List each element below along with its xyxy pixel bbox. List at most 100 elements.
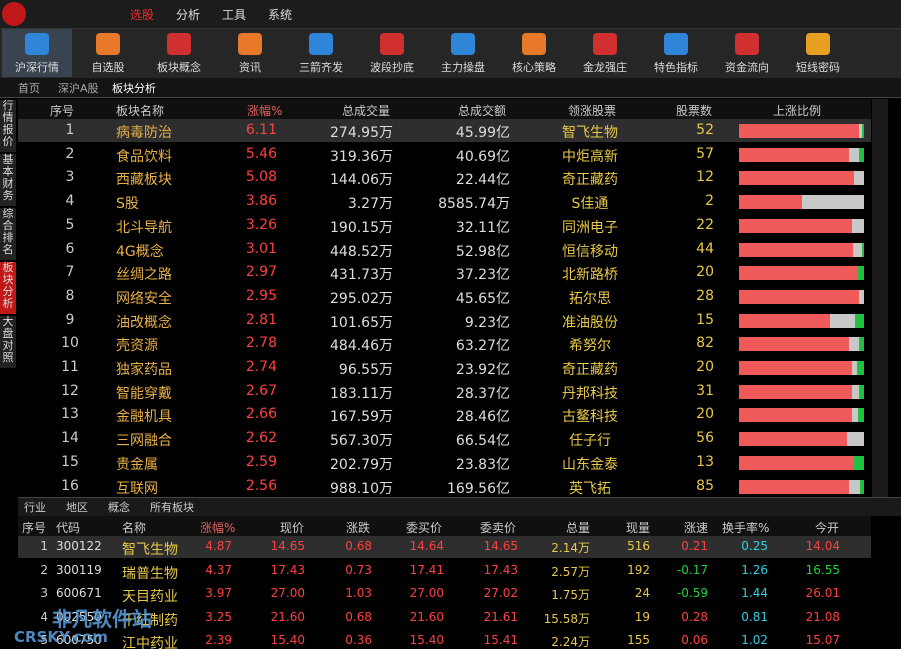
cell[interactable]: 西藏板块 [116, 172, 172, 189]
menu-item[interactable]: 分析 [176, 8, 201, 22]
cell[interactable]: 壳资源 [116, 338, 158, 355]
cell: 14.64 [409, 539, 444, 553]
cell: 988.10万 [330, 480, 393, 497]
cell[interactable]: 病毒防治 [116, 125, 172, 141]
cell[interactable]: 北斗导航 [116, 219, 172, 236]
column-header: 换手率% [722, 521, 770, 535]
toolbar-label[interactable]: 金龙强庄 [583, 61, 627, 74]
cell: 3.27万 [347, 196, 393, 213]
cell[interactable]: 独家药品 [116, 362, 172, 378]
down-bar [859, 147, 864, 162]
toolbar-icon[interactable] [25, 33, 49, 55]
cell[interactable]: 智飞生物 [122, 542, 178, 558]
cell: 23.83亿 [455, 456, 510, 473]
tab[interactable]: 首页 [18, 82, 40, 95]
up-bar [739, 195, 802, 210]
column-header: 代码 [56, 521, 81, 535]
cell: 5 [65, 216, 75, 233]
toolbar-icon[interactable] [664, 33, 688, 55]
cell[interactable]: 4G概念 [116, 243, 164, 260]
cell: 274.95万 [330, 125, 393, 141]
cell[interactable]: 天目药业 [122, 589, 178, 605]
toolbar-label[interactable]: 特色指标 [654, 61, 698, 74]
side-tab[interactable]: 综合排名 [0, 208, 16, 260]
cell[interactable]: 智能穿戴 [116, 385, 172, 402]
down-bar [861, 242, 864, 257]
cell[interactable]: 贵金属 [116, 456, 158, 473]
cell: 14.65 [483, 539, 518, 553]
toolbar-icon[interactable] [593, 33, 617, 55]
menu-item[interactable]: 系统 [268, 8, 293, 22]
toolbar-label[interactable]: 主力操盘 [441, 61, 485, 74]
tab[interactable]: 板块分析 [112, 82, 156, 95]
toolbar-icon[interactable] [806, 33, 830, 55]
toolbar-label[interactable]: 自选股 [91, 61, 125, 74]
toolbar-icon[interactable] [167, 33, 191, 55]
cell: 1.75万 [551, 588, 590, 602]
toolbar-label[interactable]: 短线密码 [796, 61, 840, 74]
toolbar-label[interactable]: 沪深行情 [15, 61, 59, 74]
cell: 15 [61, 453, 79, 470]
cell: 9.23亿 [464, 314, 510, 331]
toolbar-label[interactable]: 资金流向 [725, 61, 769, 74]
up-bar [739, 337, 849, 352]
menu-item[interactable]: 选股 [130, 8, 155, 22]
cell: 3.25 [205, 609, 232, 624]
cell[interactable]: 互联网 [116, 480, 158, 497]
cell[interactable]: 丝绸之路 [116, 267, 172, 284]
cell[interactable]: 三网融合 [116, 433, 172, 450]
table-header-bg [18, 99, 871, 119]
bottom-tab[interactable]: 所有板块 [150, 501, 194, 514]
toolbar-icon[interactable] [238, 33, 262, 55]
cell: 52 [696, 122, 714, 138]
tab[interactable]: 深沪A股 [58, 82, 99, 95]
cell[interactable]: 瑞普生物 [122, 565, 178, 582]
cell: 9 [65, 311, 75, 328]
toolbar-icon[interactable] [522, 33, 546, 55]
cell: 15.58万 [543, 611, 590, 626]
cell: 14.04 [805, 539, 840, 553]
cell: 0.68 [345, 539, 372, 553]
cell[interactable]: 江中药业 [122, 636, 178, 649]
cell: 484.46万 [330, 338, 393, 355]
cell: 16 [61, 477, 79, 494]
cell: 6 [65, 240, 75, 257]
side-tab[interactable]: 大盘对照 [0, 316, 16, 368]
cell: 0.68 [345, 609, 372, 624]
side-tab[interactable]: 行情报价 [0, 100, 16, 152]
toolbar-icon[interactable] [309, 33, 333, 55]
cell[interactable]: 网络安全 [116, 290, 172, 307]
toolbar-icon[interactable] [380, 33, 404, 55]
cell[interactable]: 千红制药 [122, 612, 178, 629]
cell: 28.37亿 [455, 385, 510, 402]
cell[interactable]: S股 [116, 196, 139, 213]
cell: 21.60 [270, 609, 305, 624]
column-header: 总成交额 [458, 104, 507, 118]
toolbar-label[interactable]: 资讯 [239, 61, 261, 74]
cell[interactable]: 油改概念 [116, 314, 172, 331]
cell: 45.65亿 [455, 290, 510, 307]
toolbar-label[interactable]: 核心策略 [512, 61, 556, 74]
bottom-tab[interactable]: 概念 [108, 501, 130, 514]
toolbar-label[interactable]: 三箭齐发 [299, 61, 343, 74]
cell: 14.65 [270, 539, 305, 553]
up-bar [739, 171, 854, 186]
toolbar-icon[interactable] [96, 33, 120, 55]
toolbar-icon[interactable] [451, 33, 475, 55]
bottom-tab[interactable]: 地区 [66, 501, 88, 514]
menu-item[interactable]: 工具 [222, 8, 247, 22]
cell: 丹邦科技 [562, 385, 618, 402]
toolbar-label[interactable]: 波段抄底 [370, 61, 414, 74]
cell: 12 [696, 169, 714, 186]
side-tab[interactable]: 基本财务 [0, 154, 16, 206]
cell: 52.98亿 [455, 243, 510, 260]
toolbar-icon[interactable] [735, 33, 759, 55]
cell: 319.36万 [330, 148, 393, 165]
cell: -0.59 [676, 586, 708, 600]
cell[interactable]: 食品饮料 [116, 148, 172, 165]
side-tab[interactable]: 板块分析 [0, 262, 16, 314]
selected-row [18, 536, 871, 558]
bottom-tab[interactable]: 行业 [24, 501, 46, 514]
cell[interactable]: 金融机具 [116, 409, 172, 426]
toolbar-label[interactable]: 板块概念 [157, 61, 201, 74]
